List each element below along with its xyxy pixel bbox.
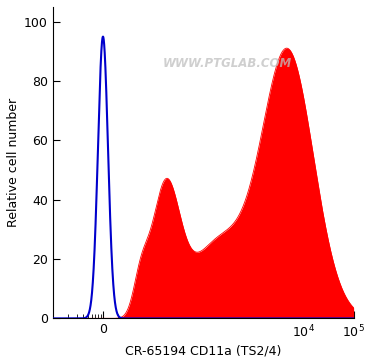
Text: WWW.PTGLAB.COM: WWW.PTGLAB.COM (163, 56, 292, 70)
Y-axis label: Relative cell number: Relative cell number (7, 98, 20, 227)
X-axis label: CR-65194 CD11a (TS2/4): CR-65194 CD11a (TS2/4) (125, 344, 282, 357)
